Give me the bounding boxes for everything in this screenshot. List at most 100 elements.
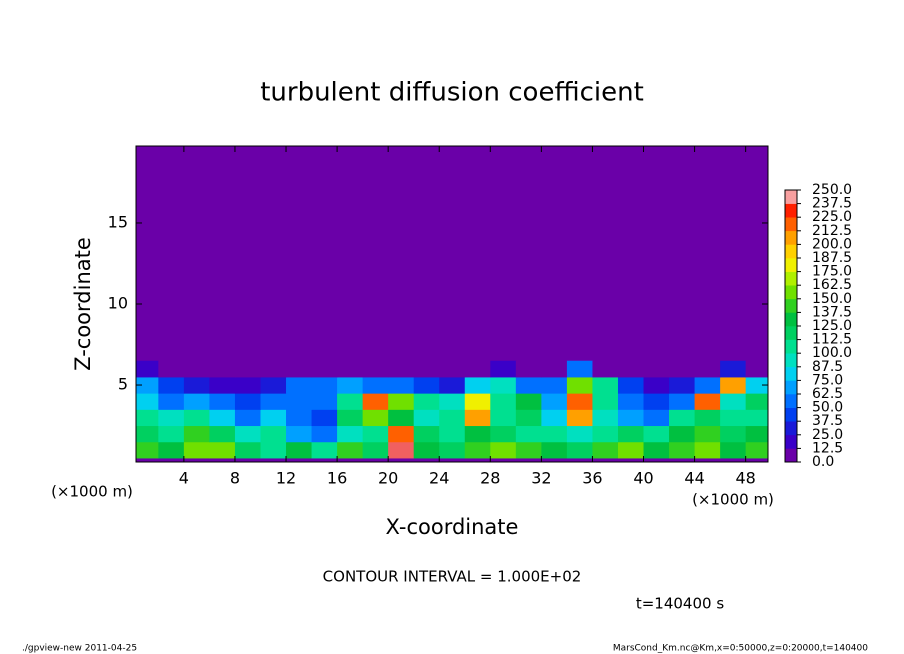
colorbar-label: 100.0 bbox=[812, 345, 852, 361]
cell bbox=[158, 376, 185, 394]
cell bbox=[745, 425, 768, 443]
cell bbox=[337, 393, 364, 410]
cell bbox=[490, 360, 517, 378]
x-tick-label: 48 bbox=[735, 469, 755, 488]
cell bbox=[464, 376, 491, 394]
colorbar-label: 62.5 bbox=[812, 386, 843, 402]
cell bbox=[669, 393, 696, 410]
cell bbox=[439, 441, 466, 459]
cell bbox=[592, 360, 619, 378]
cell bbox=[209, 409, 236, 427]
cell bbox=[490, 393, 517, 410]
colorbar-label: 0.0 bbox=[812, 454, 834, 470]
cell bbox=[643, 409, 670, 427]
cell bbox=[515, 409, 542, 427]
cell bbox=[617, 441, 645, 459]
cell bbox=[669, 376, 696, 394]
y-tick-label: 15 bbox=[108, 212, 128, 231]
cell bbox=[515, 360, 542, 378]
colorbar-band bbox=[785, 421, 797, 436]
cell bbox=[158, 441, 185, 459]
colorbar-label: 175.0 bbox=[812, 264, 852, 280]
cell bbox=[745, 376, 768, 394]
cell bbox=[745, 393, 768, 410]
x-tick-label: 32 bbox=[531, 469, 551, 488]
cell bbox=[541, 425, 568, 443]
cell bbox=[745, 360, 768, 378]
colorbar-label: 25.0 bbox=[812, 427, 843, 443]
cell bbox=[515, 425, 542, 443]
cell bbox=[209, 393, 236, 410]
footer-right: MarsCond_Km.nc@Km,x=0:50000,z=0:20000,t=… bbox=[613, 644, 868, 654]
cell bbox=[337, 425, 364, 443]
cell bbox=[464, 393, 491, 410]
y-tick-label: 5 bbox=[118, 375, 128, 394]
cell bbox=[694, 441, 721, 459]
cell bbox=[617, 393, 645, 410]
colorbar-band bbox=[785, 394, 797, 408]
colorbar-band bbox=[785, 434, 797, 449]
x-tick-label: 28 bbox=[480, 469, 500, 488]
cell bbox=[490, 409, 517, 427]
cell bbox=[694, 409, 721, 427]
colorbar-band bbox=[785, 203, 797, 218]
colorbar-label: 250.0 bbox=[812, 182, 852, 198]
cell bbox=[669, 425, 696, 443]
cell bbox=[158, 425, 185, 443]
cell bbox=[136, 409, 159, 427]
cell bbox=[464, 360, 491, 378]
cell bbox=[566, 409, 593, 427]
colorbar-band bbox=[785, 244, 797, 259]
cell bbox=[643, 376, 670, 394]
cell bbox=[439, 376, 466, 394]
cell bbox=[183, 360, 210, 378]
cell bbox=[388, 425, 415, 443]
colorbar-band bbox=[785, 285, 797, 300]
colorbar-band bbox=[785, 353, 797, 368]
cell bbox=[694, 393, 721, 410]
cell bbox=[720, 409, 747, 427]
colorbar-band bbox=[785, 258, 797, 272]
cell bbox=[337, 360, 364, 378]
cell bbox=[260, 425, 287, 443]
annotation: CONTOUR INTERVAL = 1.000E+02 bbox=[323, 568, 582, 586]
colorbar-label: 112.5 bbox=[812, 332, 852, 348]
cell bbox=[592, 425, 619, 443]
cell bbox=[566, 441, 593, 459]
cell bbox=[362, 393, 389, 410]
cell bbox=[388, 376, 415, 394]
time-label: t=140400 s bbox=[636, 595, 724, 613]
colorbar-label: 12.5 bbox=[812, 440, 843, 456]
cell bbox=[209, 441, 236, 459]
cell bbox=[720, 393, 747, 410]
cell bbox=[413, 376, 440, 394]
cell bbox=[260, 360, 287, 378]
cell bbox=[413, 425, 440, 443]
cell bbox=[311, 376, 338, 394]
cell bbox=[592, 441, 619, 459]
colorbar-label: 150.0 bbox=[812, 291, 852, 307]
cell bbox=[720, 376, 747, 394]
cell bbox=[464, 425, 491, 443]
colorbar-label: 162.5 bbox=[812, 277, 852, 293]
cell bbox=[617, 376, 645, 394]
colorbar-label: 225.0 bbox=[812, 209, 852, 225]
cell bbox=[311, 409, 338, 427]
cell bbox=[136, 441, 159, 459]
x-tick-label: 20 bbox=[378, 469, 398, 488]
cell bbox=[311, 360, 338, 378]
cell bbox=[669, 360, 696, 378]
x-tick-label: 4 bbox=[179, 469, 189, 488]
cell bbox=[183, 409, 210, 427]
cell bbox=[643, 425, 670, 443]
y-tick-label: 10 bbox=[108, 294, 128, 313]
cell bbox=[566, 360, 593, 378]
cell bbox=[541, 409, 568, 427]
cell bbox=[286, 376, 313, 394]
colorbar-band bbox=[785, 298, 797, 313]
colorbar-label: 37.5 bbox=[812, 413, 843, 429]
colorbar-band bbox=[785, 339, 797, 354]
cell bbox=[286, 409, 313, 427]
cell bbox=[541, 376, 568, 394]
